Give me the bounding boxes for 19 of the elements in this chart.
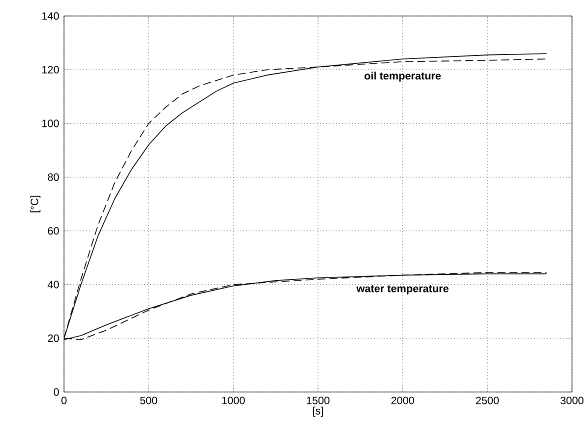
x-tick-label: 2500 [476,396,499,404]
x-axis-title: [s] [313,406,323,417]
annotation: water temperature [356,285,449,294]
y-tick-label: 0 [54,388,59,396]
y-tick-label: 100 [42,120,59,128]
y-tick-label: 20 [48,334,59,342]
y-tick-label: 120 [42,66,59,74]
y-tick-label: 80 [48,173,59,181]
x-tick-label: 500 [140,396,158,404]
annotation: oil temperature [364,72,441,82]
x-tick-label: 1500 [306,396,330,404]
x-tick-label: 3000 [560,396,584,404]
x-tick-label: 1000 [222,396,245,404]
x-tick-label: 2000 [391,396,414,404]
x-tick-label: 0 [61,396,67,404]
y-tick-label: 40 [48,280,59,288]
y-tick-label: 60 [48,227,59,235]
y-tick-label: 140 [42,12,59,20]
y-axis-title: [°C] [30,196,40,212]
